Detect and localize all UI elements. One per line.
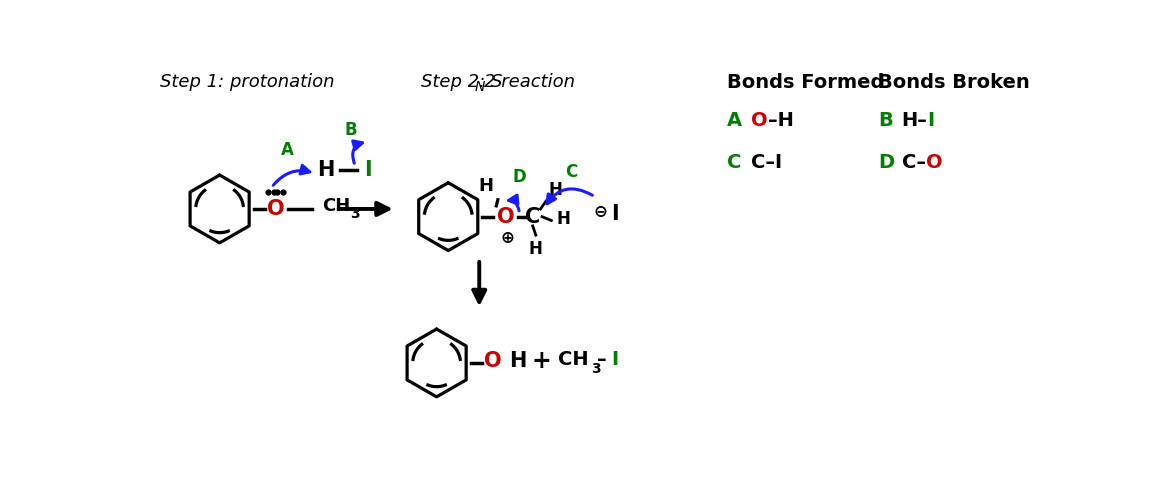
Text: I: I bbox=[364, 160, 373, 180]
Text: C: C bbox=[565, 163, 578, 181]
Text: O: O bbox=[266, 199, 284, 219]
Text: CH: CH bbox=[558, 350, 589, 369]
Text: CH: CH bbox=[322, 197, 350, 215]
Text: H–: H– bbox=[902, 111, 927, 130]
Text: Step 1: protonation: Step 1: protonation bbox=[160, 73, 334, 91]
Text: D: D bbox=[878, 153, 895, 172]
Text: –H: –H bbox=[769, 111, 794, 130]
Text: A: A bbox=[728, 111, 743, 130]
Text: I: I bbox=[611, 350, 618, 369]
Text: D: D bbox=[513, 168, 527, 186]
Text: Bonds Broken: Bonds Broken bbox=[878, 73, 1030, 92]
Text: ⊕: ⊕ bbox=[500, 229, 514, 247]
Text: B: B bbox=[878, 111, 894, 130]
Text: N: N bbox=[474, 79, 485, 94]
Text: 3: 3 bbox=[591, 362, 600, 376]
Text: O: O bbox=[926, 153, 943, 172]
Text: I: I bbox=[927, 111, 934, 130]
Text: C–I: C–I bbox=[751, 153, 781, 172]
Text: C: C bbox=[728, 153, 742, 172]
Text: Step 2: S: Step 2: S bbox=[422, 73, 502, 91]
Text: O: O bbox=[751, 111, 767, 130]
Text: –: – bbox=[597, 350, 606, 369]
Text: H: H bbox=[557, 210, 571, 228]
Text: H: H bbox=[509, 351, 527, 371]
Text: H: H bbox=[548, 181, 562, 199]
Text: A: A bbox=[280, 141, 293, 159]
Text: Bonds Formed: Bonds Formed bbox=[728, 73, 884, 92]
Text: C: C bbox=[526, 207, 541, 227]
Text: H: H bbox=[318, 160, 334, 180]
Text: ⊖: ⊖ bbox=[595, 203, 607, 221]
Text: I: I bbox=[611, 203, 619, 223]
Text: +: + bbox=[531, 349, 551, 372]
Text: O: O bbox=[484, 351, 501, 370]
Text: H: H bbox=[478, 177, 493, 195]
Text: C–: C– bbox=[902, 153, 925, 172]
Text: 3: 3 bbox=[350, 207, 360, 221]
Text: O: O bbox=[496, 207, 514, 227]
Text: H: H bbox=[529, 240, 543, 258]
Text: 2 reaction: 2 reaction bbox=[484, 73, 575, 91]
Text: B: B bbox=[345, 122, 357, 140]
